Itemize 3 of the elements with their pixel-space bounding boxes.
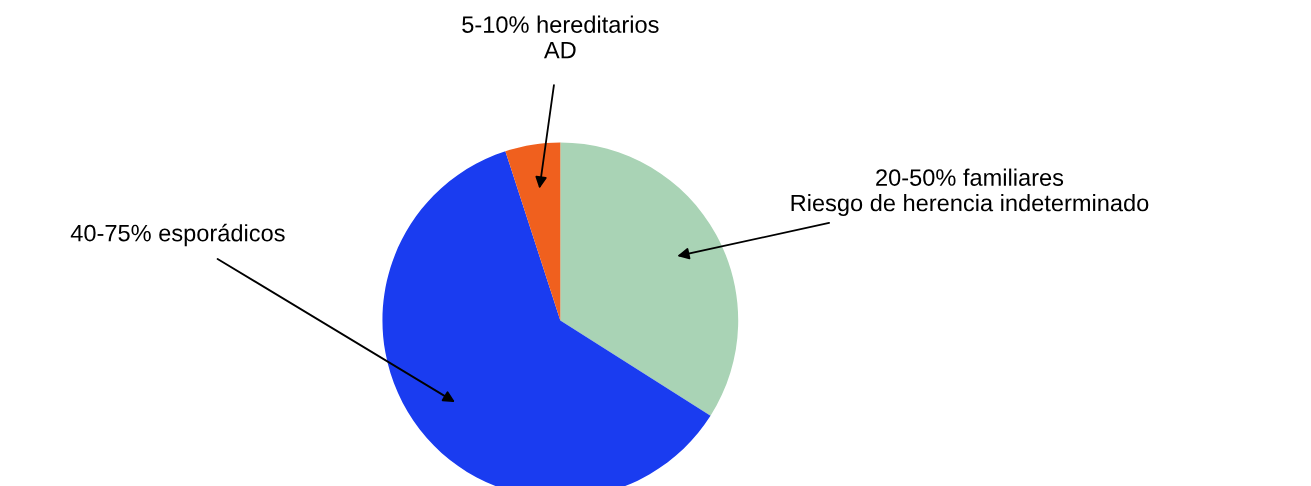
slice-label: 20-50% familiares Riesgo de herencia indeterminado — [791, 168, 1149, 217]
slice-label: 40-75% esporádicos — [70, 223, 285, 247]
slice-label: 5-10% hereditarios AD — [462, 15, 659, 59]
